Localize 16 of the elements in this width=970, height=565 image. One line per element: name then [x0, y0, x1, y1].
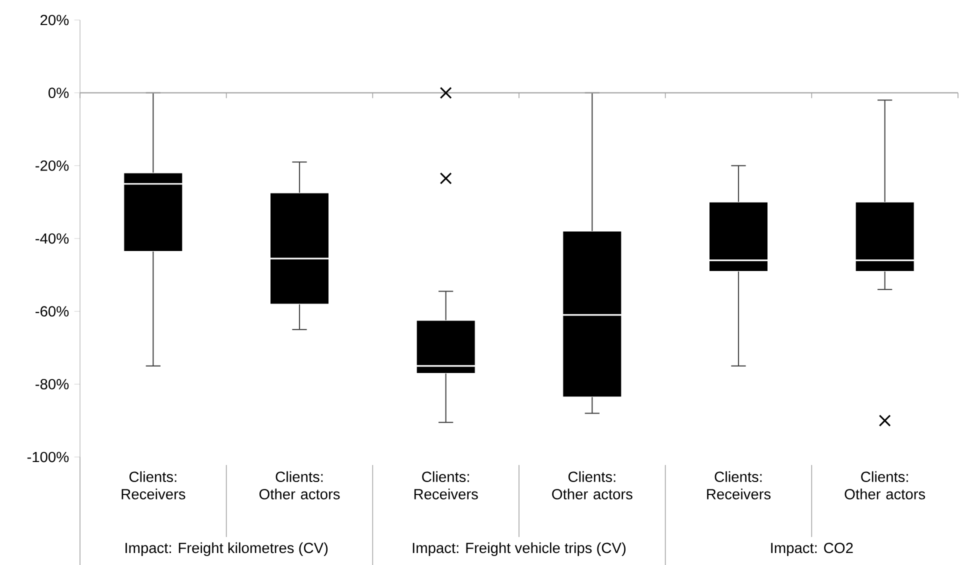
- y-tick-label: -80%: [36, 378, 69, 390]
- text: Impact: Freight kilometres (CV): [126, 542, 328, 556]
- y-tick-label: -40%: [36, 233, 69, 244]
- text: Impact: CO2: [771, 542, 853, 556]
- y-tick-label: 20%: [40, 14, 69, 26]
- y-tick-label: 0%: [48, 88, 69, 98]
- x-tick-label: Clients: Receivers: [707, 471, 771, 500]
- y-tick-label: -20%: [36, 160, 69, 171]
- x-tick-label: Clients: Other actors: [844, 471, 926, 500]
- y-tick-label: -100%: [27, 452, 69, 462]
- x-tick-label: Clients: Receivers: [122, 471, 186, 500]
- x-tick-label: Clients: Receivers: [414, 471, 478, 500]
- text: Impact: Freight vehicle trips (CV): [412, 542, 626, 556]
- x-tick-label: Clients: Other actors: [259, 471, 340, 500]
- x-tick-label: Clients: Other actors: [552, 471, 632, 500]
- y-tick-label: -60%: [36, 306, 69, 317]
